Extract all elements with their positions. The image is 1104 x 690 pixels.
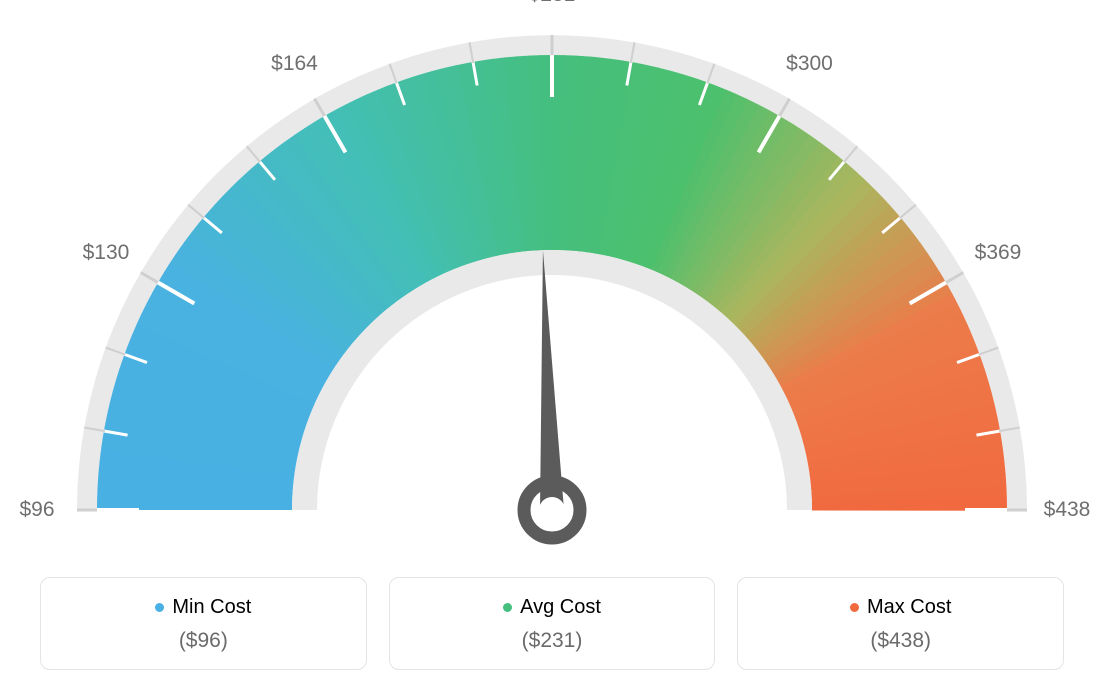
gauge-tick-label: $96	[19, 498, 54, 522]
legend-label: Avg Cost	[520, 596, 601, 619]
legend-value-avg: ($231)	[400, 629, 705, 653]
gauge-tick-label: $164	[271, 52, 318, 76]
legend-title-avg: Avg Cost	[503, 596, 601, 619]
legend-label: Max Cost	[867, 596, 951, 619]
legend-label: Min Cost	[172, 596, 251, 619]
legend-title-max: Max Cost	[850, 596, 951, 619]
dot-icon	[850, 603, 859, 612]
gauge-chart: $96 $130 $164 $231 $300 $369 $438	[0, 0, 1104, 560]
gauge-svg	[0, 0, 1104, 560]
legend-card-min: Min Cost ($96)	[40, 577, 367, 670]
dot-icon	[155, 603, 164, 612]
dot-icon	[503, 603, 512, 612]
gauge-tick-label: $300	[786, 52, 833, 76]
legend-value-min: ($96)	[51, 629, 356, 653]
legend-value-max: ($438)	[748, 629, 1053, 653]
gauge-tick-label: $130	[83, 241, 130, 265]
legend-card-max: Max Cost ($438)	[737, 577, 1064, 670]
legend-card-avg: Avg Cost ($231)	[389, 577, 716, 670]
legend-title-min: Min Cost	[155, 596, 251, 619]
gauge-tick-label: $369	[975, 241, 1022, 265]
legend-row: Min Cost ($96) Avg Cost ($231) Max Cost …	[0, 577, 1104, 670]
gauge-tick-label: $231	[529, 0, 576, 7]
gauge-tick-label: $438	[1044, 498, 1091, 522]
